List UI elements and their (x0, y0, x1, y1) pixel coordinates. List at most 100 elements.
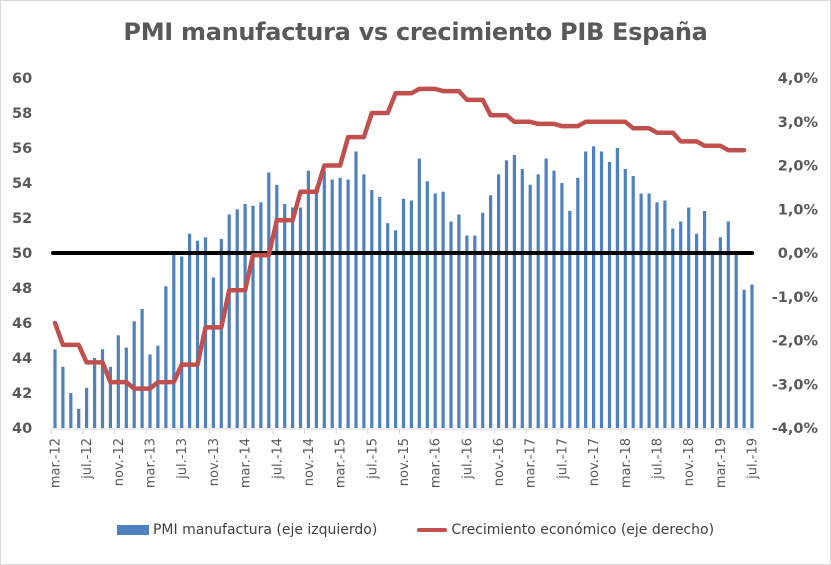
bar-pmi (85, 387, 89, 428)
y-axis-left: 40 42 44 46 48 50 52 54 56 58 60 (12, 71, 32, 437)
bar-pmi (148, 354, 152, 428)
bar-pmi (726, 221, 730, 428)
y-left-tick-label: 42 (12, 386, 32, 402)
bar-pmi (251, 205, 255, 428)
bar-pmi (401, 198, 406, 429)
bar-pmi (298, 207, 303, 428)
bar-pmi (441, 191, 445, 428)
bar-pmi (599, 151, 604, 428)
bar-pmi (481, 212, 485, 428)
x-tick-label: jul.-16 (460, 438, 475, 480)
y-left-tick-label: 48 (12, 281, 32, 297)
bar-pmi (702, 211, 707, 428)
bar-pmi (156, 345, 160, 428)
y-right-tick-label: -3,0% (772, 377, 819, 393)
x-tick-label: mar.-19 (714, 438, 729, 488)
y-left-tick-label: 40 (12, 421, 32, 437)
bar-pmi (489, 195, 493, 428)
y-left-tick-label: 44 (12, 351, 32, 367)
x-tick-label: jul.-15 (365, 438, 380, 480)
legend-swatch-bar (116, 525, 149, 535)
y-left-tick-label: 46 (12, 316, 32, 332)
bar-series-pmi (53, 146, 754, 429)
x-axis: mar.-12 jul.-12 nov.-12 mar.-13 jul.-13 nov.-… (49, 428, 761, 488)
bar-pmi (473, 235, 477, 428)
bar-pmi (409, 200, 413, 428)
x-tick-label: jul.-12 (80, 438, 95, 480)
bar-pmi (504, 160, 509, 429)
legend-label-pmi: PMI manufactura (eje izquierdo) (152, 522, 378, 538)
bar-pmi (671, 228, 675, 428)
chart-title: PMI manufactura vs crecimiento PIB Españ… (123, 18, 708, 46)
bar-pmi (370, 190, 374, 428)
bar-pmi (188, 233, 192, 428)
x-tick-label: mar.-14 (239, 438, 254, 488)
bar-pmi (528, 184, 532, 428)
bar-pmi (93, 358, 97, 428)
x-tick-label: jul.-14 (270, 438, 285, 480)
y-left-tick-label: 58 (12, 106, 32, 122)
bar-pmi (647, 193, 651, 428)
bar-pmi (655, 202, 659, 428)
y-left-tick-label: 54 (12, 176, 32, 192)
bar-pmi (172, 253, 176, 428)
bar-pmi (140, 309, 144, 428)
bar-pmi (124, 347, 128, 428)
bar-pmi (346, 179, 350, 428)
x-tick-label: nov.-14 (302, 438, 317, 486)
bar-pmi (378, 197, 382, 428)
bar-pmi (584, 151, 588, 428)
bar-pmi (259, 202, 263, 428)
bar-pmi (195, 240, 200, 428)
bar-pmi (322, 170, 326, 428)
bar-pmi (465, 235, 469, 428)
bar-pmi (750, 284, 754, 428)
bar-pmi (132, 321, 136, 429)
bar-pmi (394, 230, 398, 428)
x-tick-label: nov.-18 (682, 438, 697, 486)
bar-pmi (679, 221, 683, 428)
x-tick-label: nov.-17 (587, 438, 602, 486)
y-axis-right: -4,0% -3,0% -2,0% -1,0% 0,0% 1,0% 2,0% 3,0% 4,0% (772, 71, 819, 437)
bar-pmi (607, 162, 612, 428)
y-left-tick-label: 52 (12, 211, 32, 227)
bar-pmi (330, 179, 334, 428)
x-tick-label: jul.-18 (651, 438, 666, 480)
bar-pmi (449, 221, 453, 428)
y-right-tick-label: 4,0% (778, 71, 819, 87)
y-right-tick-label: -1,0% (772, 290, 819, 306)
bar-pmi (536, 174, 540, 429)
x-tick-label: nov.-13 (207, 438, 222, 486)
bar-pmi (227, 214, 231, 428)
bar-pmi (695, 233, 699, 428)
bar-pmi (306, 170, 310, 428)
x-tick-label: jul.-17 (555, 438, 570, 480)
y-left-tick-label: 56 (12, 141, 32, 157)
x-tick-label: mar.-17 (524, 438, 539, 488)
bar-pmi (417, 158, 421, 428)
bar-pmi (69, 393, 73, 428)
x-tick-label: mar.-16 (429, 438, 444, 488)
bar-pmi (560, 183, 564, 428)
bar-pmi (734, 251, 738, 428)
legend-swatch-line (417, 528, 448, 532)
bar-pmi (615, 148, 619, 428)
x-tick-label: mar.-12 (49, 438, 64, 488)
bar-pmi (512, 155, 516, 428)
bar-pmi (710, 254, 714, 428)
x-tick-label: jul.-13 (175, 438, 190, 480)
bar-pmi (544, 158, 548, 428)
bar-pmi (61, 366, 65, 429)
x-tick-label: nov.-15 (397, 438, 412, 486)
y-left-tick-label: 50 (12, 246, 32, 262)
y-right-tick-label: -4,0% (772, 421, 819, 437)
y-right-tick-label: 0,0% (778, 246, 819, 262)
bar-pmi (235, 209, 239, 429)
bar-pmi (568, 211, 572, 428)
bar-pmi (742, 289, 746, 429)
x-tick-label: mar.-18 (619, 438, 634, 488)
bar-pmi (457, 214, 461, 428)
legend-item-gdp: Crecimiento económico (eje derecho) (417, 522, 714, 538)
